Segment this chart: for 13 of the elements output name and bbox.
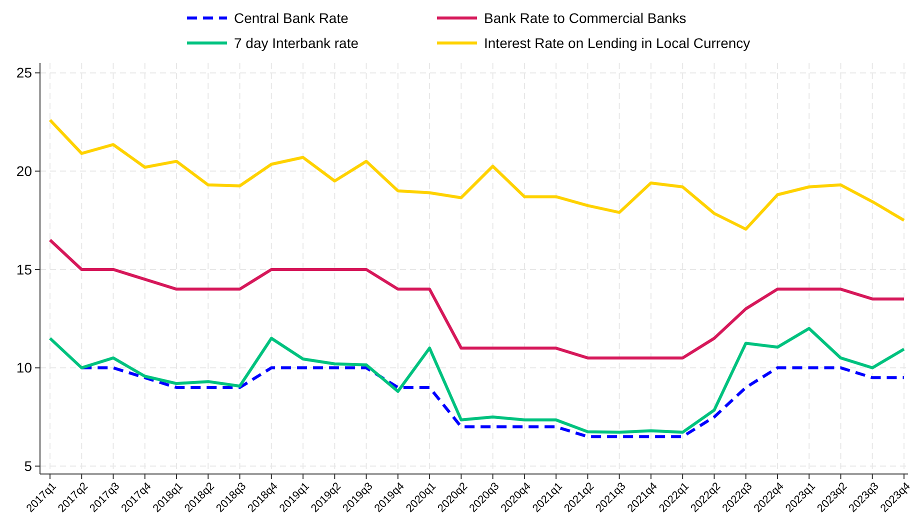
line-series	[80, 366, 906, 438]
y-tick-label: 5	[24, 458, 32, 474]
legend-label: 7 day Interbank rate	[234, 34, 359, 51]
line-series	[48, 326, 906, 434]
line-series	[48, 238, 906, 360]
y-tick-label: 25	[16, 64, 32, 81]
legend-label: Interest Rate on Lending in Local Currency	[484, 34, 750, 51]
y-tick-label: 20	[16, 163, 32, 180]
line-series	[48, 118, 906, 231]
legend-label: Bank Rate to Commercial Banks	[484, 10, 686, 26]
legend-label: Central Bank Rate	[234, 10, 349, 26]
y-tick-label: 15	[16, 261, 32, 278]
y-tick-label: 10	[16, 360, 32, 376]
